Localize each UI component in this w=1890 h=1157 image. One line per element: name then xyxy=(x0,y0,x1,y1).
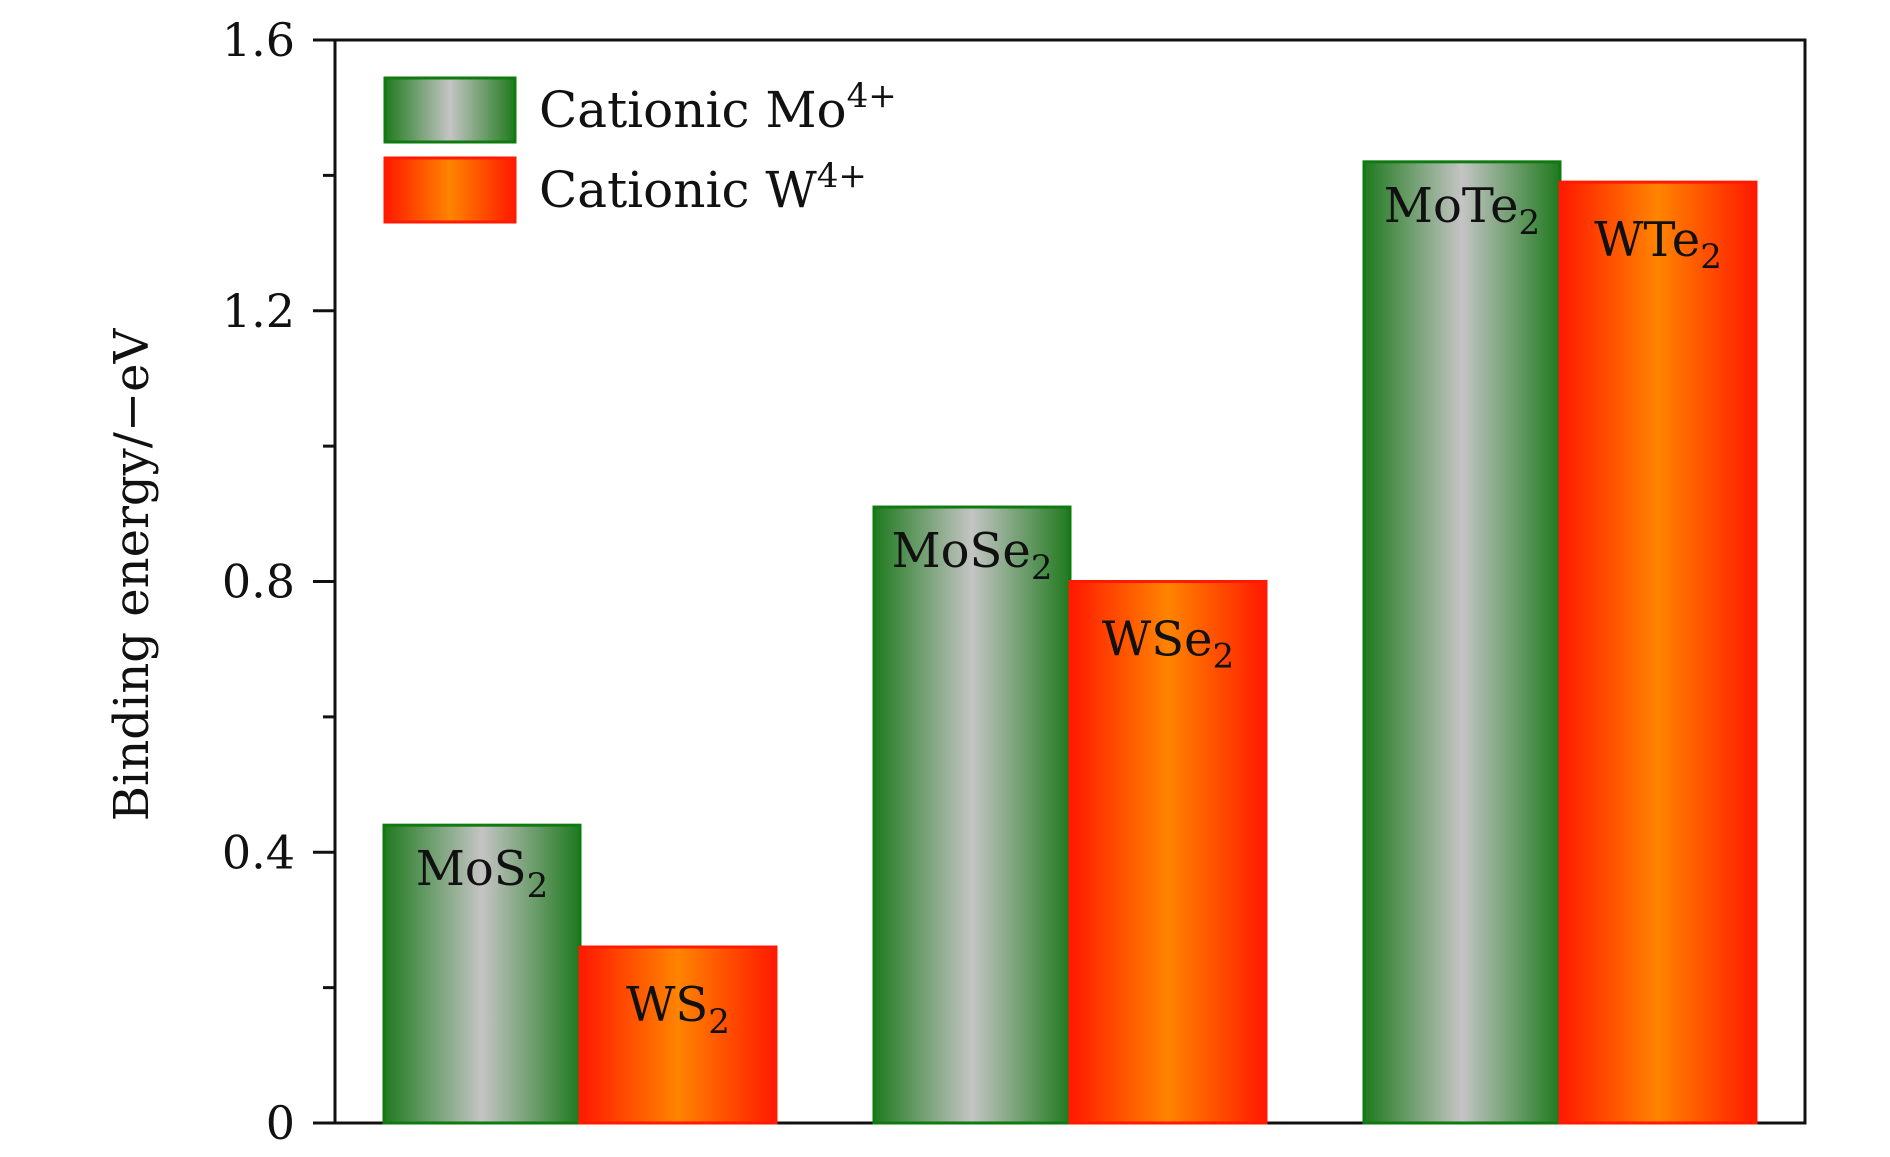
bar-mo-0 xyxy=(382,823,582,1125)
y-axis-ticks: 0 0.4 0.8 1.2 1.6 xyxy=(222,13,335,1150)
bar-label: MoTe2 xyxy=(1384,178,1540,243)
bar-label: WTe2 xyxy=(1594,212,1722,277)
legend-swatch-mo xyxy=(383,76,517,144)
bar-mo-2 xyxy=(1362,160,1562,1125)
y-tick-label: 0 xyxy=(266,1096,295,1150)
bar-label: WSe2 xyxy=(1102,612,1234,677)
legend-swatch-w xyxy=(383,156,517,224)
legend: Cationic Mo4+ Cationic W4+ xyxy=(383,76,897,224)
bar-w-2 xyxy=(1558,180,1758,1125)
bar-label: MoS2 xyxy=(416,841,549,906)
y-tick-label: 0.8 xyxy=(222,555,295,609)
bar-label: WS2 xyxy=(626,977,730,1042)
y-tick-label: 1.6 xyxy=(222,13,295,67)
bar-w-0 xyxy=(578,945,778,1125)
bar-w-1 xyxy=(1068,580,1268,1125)
y-axis-title: Binding energy/−eV xyxy=(104,327,160,821)
bar-label: MoSe2 xyxy=(892,523,1053,588)
y-tick-label: 0.4 xyxy=(222,825,295,879)
legend-label-w: Cationic W4+ xyxy=(539,156,867,219)
y-tick-label: 1.2 xyxy=(222,284,295,338)
bar-mo-1 xyxy=(872,505,1072,1125)
bar-labels-group: MoS2 WS2 MoSe2 WSe2 MoTe2 WTe2 xyxy=(416,178,1722,1042)
legend-label-mo: Cationic Mo4+ xyxy=(539,76,897,139)
bars-group xyxy=(382,160,1758,1125)
